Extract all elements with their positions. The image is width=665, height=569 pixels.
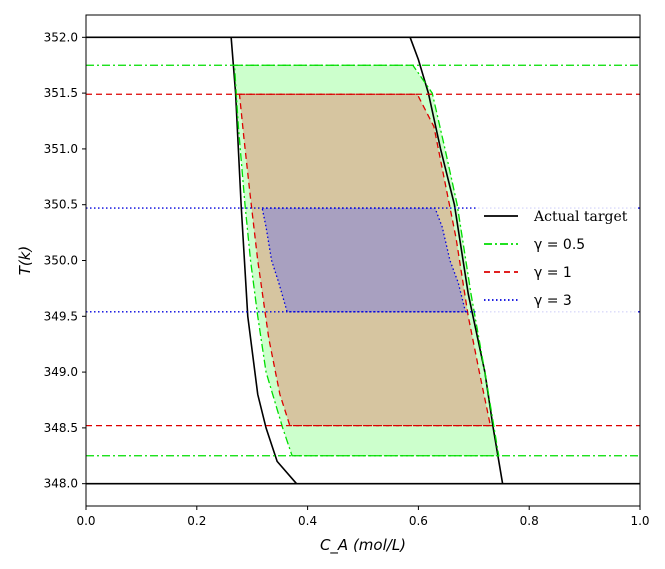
y-axis-label: T(k): [16, 246, 34, 276]
y-tick-label-1: 348.5: [44, 421, 78, 435]
x-tick-label-5: 1.0: [630, 514, 649, 528]
region-outline-1: [233, 64, 500, 457]
x-axis-ticks: 0.0 0.2 0.4 0.6 0.8 1.0: [76, 506, 650, 528]
region-outline-2: [238, 93, 492, 427]
x-tick-label-1: 0.2: [187, 514, 206, 528]
region-lines: [86, 36, 640, 485]
y-tick-label-7: 351.5: [44, 86, 78, 100]
legend-background: [476, 200, 636, 320]
y-tick-label-3: 349.5: [44, 309, 78, 323]
x-axis-label: C_A (mol/L): [320, 536, 406, 555]
x-tick-label-0: 0.0: [76, 514, 95, 528]
x-tick-label-3: 0.6: [409, 514, 428, 528]
boundary-0-0: [230, 37, 298, 485]
legend: Actual target γ = 0.5 γ = 1 γ = 3: [476, 200, 636, 320]
y-axis-ticks: 348.0 348.5 349.0 349.5 350.0 350.5 351.0 351.5…: [44, 30, 86, 491]
fill-region-3: [262, 208, 466, 312]
y-tick-label-6: 351.0: [44, 142, 78, 156]
y-tick-label-0: 348.0: [44, 477, 78, 491]
x-tick-label-2: 0.4: [298, 514, 317, 528]
region-outline-3: [261, 207, 467, 313]
legend-label-3: γ = 3: [534, 293, 572, 309]
y-tick-label-2: 349.0: [44, 365, 78, 379]
legend-label-2: γ = 1: [534, 265, 572, 281]
legend-label-0: Actual target: [533, 209, 628, 225]
y-tick-label-8: 352.0: [44, 30, 78, 44]
region-fills: [234, 65, 499, 456]
legend-label-1: γ = 0.5: [534, 237, 585, 253]
y-tick-label-5: 350.5: [44, 198, 78, 212]
y-tick-label-4: 350.0: [44, 254, 78, 268]
x-tick-label-4: 0.8: [520, 514, 539, 528]
